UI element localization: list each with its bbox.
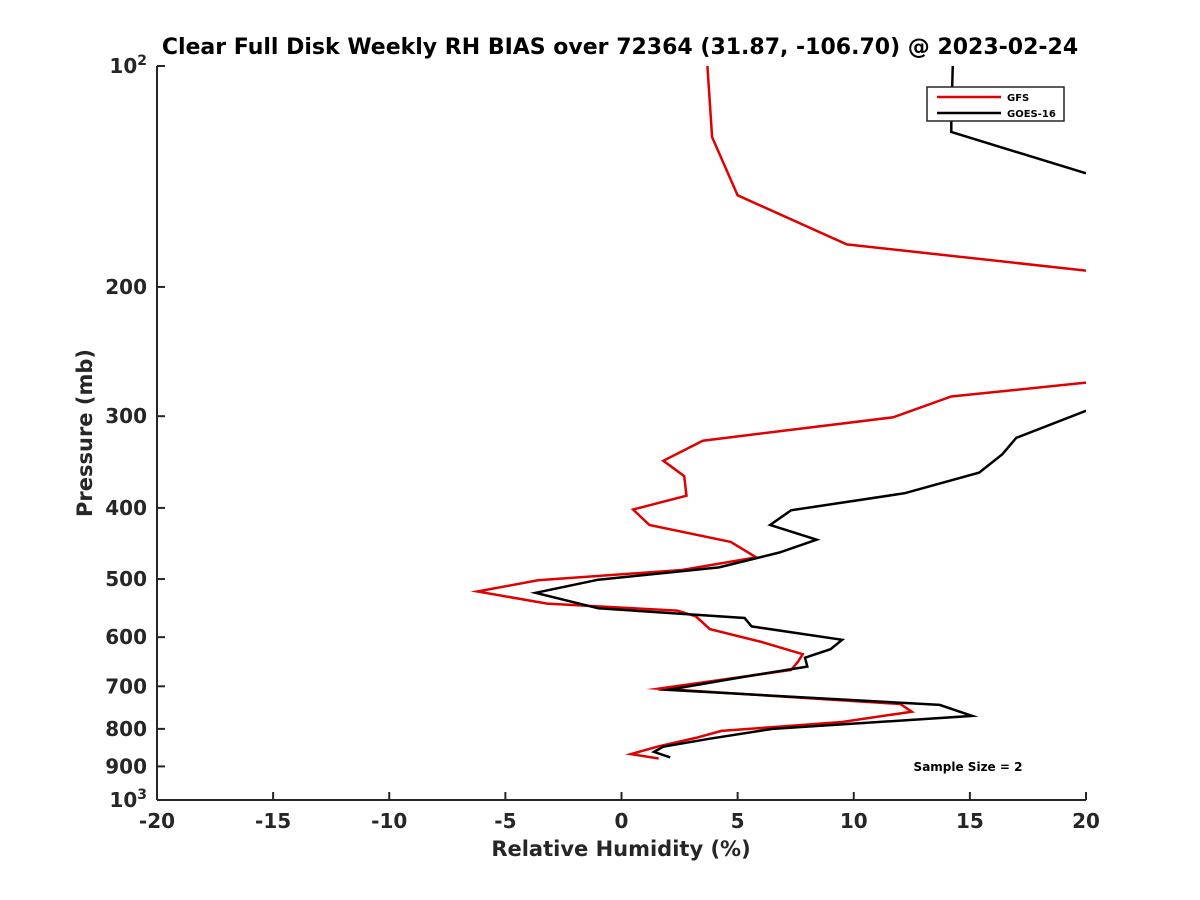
y-tick-label: 500 xyxy=(105,567,147,591)
plot-frame xyxy=(156,66,1086,801)
y-tick-label: 300 xyxy=(105,404,147,428)
y-axis: 102 200 300 400 500 600 700 800 900 103 xyxy=(105,53,165,812)
x-tick-label: -15 xyxy=(255,809,291,833)
chart-title: Clear Full Disk Weekly RH BIAS over 7236… xyxy=(162,35,1078,60)
series-line-goes-16 xyxy=(529,66,1086,759)
x-tick-label: 20 xyxy=(1072,809,1100,833)
x-axis-label: Relative Humidity (%) xyxy=(491,837,750,861)
y-axis-label: Pressure (mb) xyxy=(73,349,97,517)
y-tick-label: 400 xyxy=(105,496,147,520)
y-tick-label: 102 xyxy=(109,53,147,78)
series-layer xyxy=(470,66,1086,760)
y-tick-label: 200 xyxy=(105,275,147,299)
x-tick-label: 5 xyxy=(731,809,745,833)
legend-box xyxy=(926,86,1065,122)
x-tick-label: -20 xyxy=(139,809,175,833)
x-axis: -20 -15 -10 -5 0 5 10 15 20 xyxy=(139,792,1100,833)
x-tick-label: 0 xyxy=(615,809,629,833)
y-tick-label: 900 xyxy=(105,754,147,778)
y-tick-label: 800 xyxy=(105,717,147,741)
legend: GFS GOES-16 xyxy=(926,86,1065,122)
legend-label: GOES-16 xyxy=(1007,109,1056,120)
legend-label: GFS xyxy=(1007,93,1029,104)
x-tick-label: 10 xyxy=(840,809,868,833)
x-tick-label: 15 xyxy=(956,809,984,833)
x-tick-label: -10 xyxy=(371,809,407,833)
y-tick-label: 600 xyxy=(105,625,147,649)
y-tick-label: 103 xyxy=(109,787,147,812)
series-line-gfs xyxy=(470,66,1086,760)
sample-size-annotation: Sample Size = 2 xyxy=(914,760,1023,774)
y-tick-label: 700 xyxy=(105,674,147,698)
x-tick-label: -5 xyxy=(494,809,516,833)
